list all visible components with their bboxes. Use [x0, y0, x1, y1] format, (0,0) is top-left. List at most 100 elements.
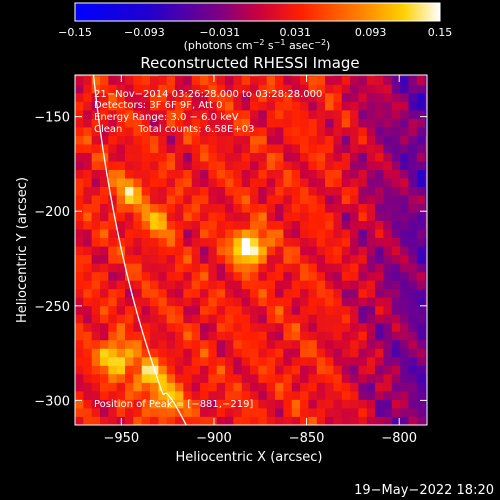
heatmap-cell: [400, 75, 409, 77]
heatmap-cell: [116, 305, 126, 315]
heatmap-cell: [116, 322, 126, 332]
colorbar-ticks: −0.15 −0.093 −0.031 0.031 0.093 0.15: [58, 26, 452, 39]
heatmap-cell: [108, 152, 118, 162]
heatmap-cell: [416, 297, 426, 307]
heatmap-cell: [158, 382, 168, 392]
heatmap-cell: [408, 212, 418, 222]
heatmap-cell: [91, 152, 101, 162]
heatmap-cell: [333, 212, 343, 222]
heatmap-cell: [333, 152, 343, 162]
heatmap-cell: [158, 135, 168, 145]
heatmap-cell: [275, 186, 284, 196]
heatmap-cell: [191, 254, 201, 264]
heatmap-cell: [333, 407, 343, 417]
heatmap-cell: [208, 152, 218, 162]
heatmap-cell: [383, 305, 393, 315]
heatmap-cell: [216, 110, 226, 119]
heatmap-cell: [275, 75, 284, 85]
heatmap-cell: [408, 399, 418, 409]
heatmap-cell: [366, 416, 376, 425]
heatmap-cell: [141, 178, 151, 188]
heatmap-cell: [250, 263, 259, 273]
heatmap-cell: [408, 365, 418, 375]
heatmap-cell: [91, 195, 101, 205]
heatmap-cell: [166, 152, 176, 162]
heatmap-cell: [291, 110, 301, 119]
heatmap-cell: [350, 254, 359, 264]
heatmap-cell: [350, 186, 359, 196]
heatmap-cell: [183, 161, 193, 170]
heatmap-cell: [400, 161, 409, 170]
heatmap-cell: [250, 169, 259, 179]
heatmap-cell: [108, 135, 118, 145]
heatmap-cell: [75, 365, 84, 375]
heatmap-cell: [233, 339, 243, 349]
heatmap-cell: [325, 135, 334, 145]
heatmap-cell: [283, 297, 293, 307]
heatmap-cell: [316, 407, 326, 417]
heatmap-cell: [100, 365, 109, 375]
heatmap-cell: [133, 118, 143, 128]
heatmap-cell: [250, 118, 259, 128]
heatmap-cell: [325, 288, 334, 298]
heatmap-cell: [91, 169, 101, 179]
heatmap-cell: [266, 399, 276, 409]
heatmap-cell: [325, 373, 334, 383]
heatmap-cell: [75, 382, 84, 392]
heatmap-cell: [383, 297, 393, 307]
heatmap-cell: [141, 75, 151, 77]
heatmap-cell: [216, 161, 226, 170]
heatmap-cell: [158, 280, 168, 290]
heatmap-cell: [200, 356, 209, 366]
heatmap-cell: [325, 229, 334, 239]
heatmap-cell: [200, 288, 209, 298]
heatmap-cell: [241, 229, 251, 239]
y-axis-label: Heliocentric Y (arcsec): [15, 177, 30, 323]
heatmap-cell: [200, 314, 209, 324]
heatmap-cell: [208, 373, 218, 383]
heatmap-cell: [425, 314, 427, 324]
heatmap-cell: [241, 75, 251, 85]
heatmap-cell: [325, 365, 334, 375]
heatmap-cell: [400, 118, 409, 128]
heatmap-cell: [183, 399, 193, 409]
heatmap-cell: [333, 280, 343, 290]
heatmap-cell: [116, 280, 126, 290]
heatmap-cell: [183, 280, 193, 290]
heatmap-cell: [416, 373, 426, 383]
heatmap-cell: [400, 322, 409, 332]
heatmap-cell: [408, 339, 418, 349]
heatmap-cell: [108, 416, 118, 425]
heatmap-cell: [275, 75, 284, 77]
heatmap-cell: [258, 263, 268, 273]
heatmap-cell: [308, 407, 318, 417]
heatmap-cell: [308, 212, 318, 222]
heatmap-cell: [316, 195, 326, 205]
heatmap-cell: [383, 195, 393, 205]
heatmap-cell: [283, 144, 293, 153]
heatmap-cell: [283, 75, 293, 77]
heatmap-cell: [233, 314, 243, 324]
heatmap-cell: [141, 373, 151, 383]
heatmap-cell: [383, 161, 393, 170]
heatmap-cell: [258, 382, 268, 392]
heatmap-cell: [416, 229, 426, 239]
heatmap-cell: [141, 271, 151, 281]
heatmap-cell: [408, 280, 418, 290]
heatmap-cell: [416, 356, 426, 366]
heatmap-cell: [325, 416, 334, 425]
heatmap-cell: [250, 203, 259, 213]
heatmap-cell: [375, 135, 384, 145]
heatmap-cell: [133, 75, 143, 77]
heatmap-cell: [83, 305, 93, 315]
heatmap-cell: [300, 161, 309, 170]
heatmap-cell: [366, 75, 376, 77]
heatmap-cell: [166, 390, 176, 400]
heatmap-cell: [266, 288, 276, 298]
heatmap-cell: [316, 161, 326, 170]
heatmap-cell: [100, 339, 109, 349]
heatmap-cell: [141, 305, 151, 315]
heatmap-cell: [333, 127, 343, 136]
heatmap-cell: [250, 365, 259, 375]
info-line-detectors: Detectors: 3F 6F 9F, Att 0: [94, 100, 222, 111]
